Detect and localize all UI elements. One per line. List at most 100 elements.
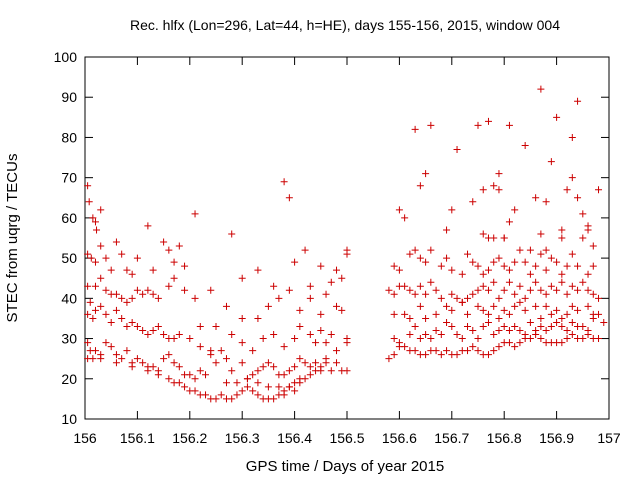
data-point: [97, 355, 105, 363]
data-point: [490, 234, 498, 242]
data-point: [558, 226, 566, 234]
x-tick-label: 156: [73, 430, 97, 446]
data-point: [500, 234, 508, 242]
x-axis-title: GPS time / Days of year 2015: [246, 458, 444, 475]
data-point: [443, 318, 451, 326]
data-point: [553, 318, 561, 326]
data-point: [537, 322, 545, 330]
data-point: [254, 391, 262, 399]
data-point: [385, 286, 393, 294]
data-point: [333, 359, 341, 367]
data-point: [437, 262, 445, 270]
data-point: [243, 375, 251, 383]
data-point: [296, 375, 304, 383]
data-point: [437, 351, 445, 359]
data-point: [395, 343, 403, 351]
data-point: [547, 158, 555, 166]
data-point: [270, 363, 278, 371]
data-point: [390, 351, 398, 359]
data-point: [327, 367, 335, 375]
data-point: [532, 262, 540, 270]
data-point: [123, 298, 131, 306]
data-point: [259, 363, 267, 371]
data-point: [464, 347, 472, 355]
data-point: [181, 262, 189, 270]
data-point: [249, 347, 257, 355]
data-point: [222, 302, 230, 310]
data-point: [505, 278, 513, 286]
data-point: [479, 322, 487, 330]
data-point: [558, 270, 566, 278]
data-point: [422, 258, 430, 266]
data-point: [107, 343, 115, 351]
data-point: [516, 298, 524, 306]
data-point: [175, 331, 183, 339]
data-point: [490, 278, 498, 286]
data-point: [406, 331, 414, 339]
data-point: [474, 286, 482, 294]
y-tick-label: 20: [61, 371, 77, 387]
data-point: [490, 347, 498, 355]
data-point: [170, 359, 178, 367]
data-point: [395, 266, 403, 274]
data-point: [537, 85, 545, 93]
data-point: [521, 294, 529, 302]
data-point: [432, 310, 440, 318]
data-point: [589, 242, 597, 250]
data-point: [390, 262, 398, 270]
data-point: [170, 274, 178, 282]
data-point: [516, 246, 524, 254]
data-point: [537, 314, 545, 322]
data-point: [495, 186, 503, 194]
data-point: [149, 266, 157, 274]
data-point: [416, 335, 424, 343]
data-point: [170, 258, 178, 266]
data-point: [448, 306, 456, 314]
data-point: [306, 282, 314, 290]
data-point: [532, 278, 540, 286]
data-point: [427, 335, 435, 343]
data-point: [584, 286, 592, 294]
data-point: [495, 327, 503, 335]
data-point: [437, 294, 445, 302]
data-point: [333, 347, 341, 355]
data-point: [191, 375, 199, 383]
data-point: [500, 262, 508, 270]
data-point: [112, 306, 120, 314]
data-point: [574, 97, 582, 105]
data-point: [154, 322, 162, 330]
data-point: [291, 335, 299, 343]
data-point: [395, 206, 403, 214]
data-point: [202, 391, 210, 399]
data-point: [175, 363, 183, 371]
data-point: [584, 327, 592, 335]
y-axis-title: STEC from uqrg / TECUs: [4, 154, 21, 323]
data-point: [568, 331, 576, 339]
data-point: [505, 121, 513, 129]
x-tick-label: 156.6: [382, 430, 417, 446]
data-point: [270, 395, 278, 403]
data-point: [568, 174, 576, 182]
data-point: [568, 133, 576, 141]
data-point: [469, 327, 477, 335]
data-point: [511, 206, 519, 214]
data-point: [191, 294, 199, 302]
x-tick-label: 156.2: [172, 430, 207, 446]
data-point: [228, 331, 236, 339]
data-point: [285, 367, 293, 375]
data-point: [537, 230, 545, 238]
data-point: [474, 262, 482, 270]
data-point: [563, 186, 571, 194]
data-point: [448, 266, 456, 274]
data-point: [128, 363, 136, 371]
data-point: [563, 310, 571, 318]
data-point: [469, 343, 477, 351]
data-point: [553, 258, 561, 266]
data-point: [254, 367, 262, 375]
y-tick-label: 50: [61, 250, 77, 266]
data-point: [595, 186, 603, 194]
data-point: [532, 327, 540, 335]
data-point: [416, 254, 424, 262]
data-point: [97, 242, 105, 250]
